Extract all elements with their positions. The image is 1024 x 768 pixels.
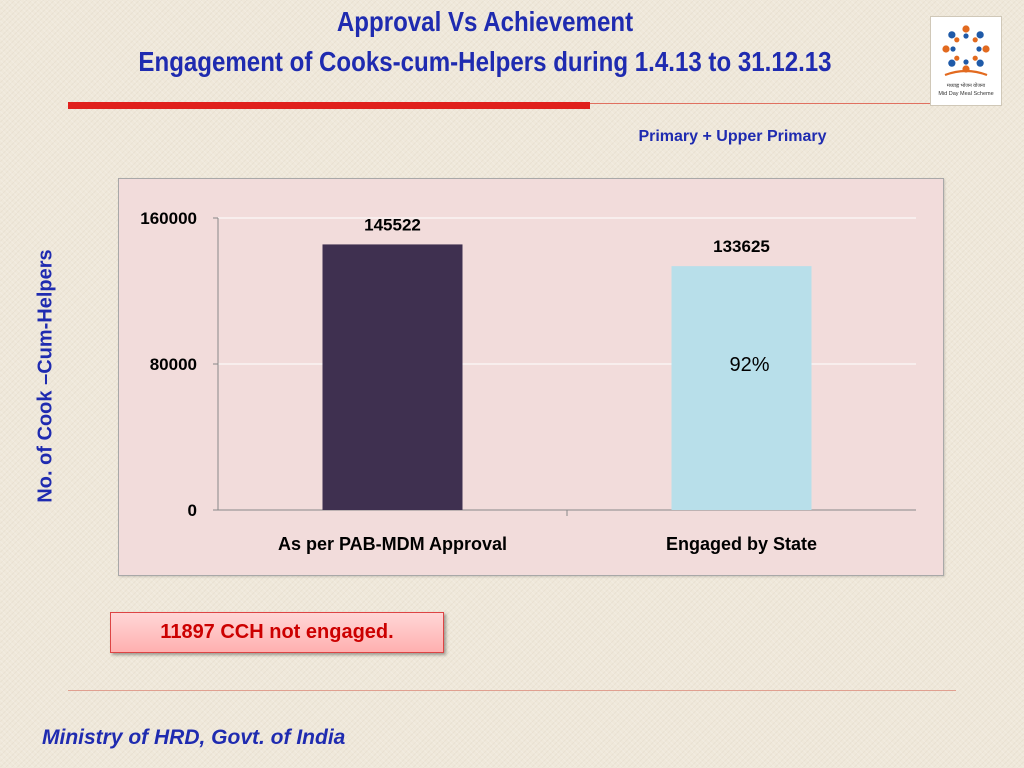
- logo-bowl: [944, 69, 988, 77]
- logo-figure-head: [948, 31, 956, 39]
- y-axis-title-wrap: No. of Cook –Cum-Helpers: [31, 224, 61, 528]
- logo-figure-head: [962, 25, 970, 33]
- logo-figure-body: [954, 37, 960, 43]
- logo-figure-head: [948, 59, 956, 67]
- logo-figure-body: [976, 46, 982, 52]
- footer-text: Ministry of HRD, Govt. of India: [42, 726, 346, 749]
- chart-panel: 0 80000 160000 145522 As per PAB-MDM Approva…: [118, 178, 944, 576]
- x-category-label: Engaged by State: [666, 534, 817, 554]
- bar: [671, 266, 812, 510]
- bar-chart: 0 80000 160000 145522 As per PAB-MDM Approva…: [140, 209, 916, 554]
- y-tick-label: 160000: [140, 209, 197, 228]
- mid-day-meal-logo: मध्याह्न भोजन योजना Mid Day Meal Scheme: [930, 16, 1002, 106]
- title-line-2: Engagement of Cooks-cum-Helpers during 1…: [138, 46, 832, 77]
- bar: [322, 244, 463, 510]
- y-tick-label: 0: [188, 501, 197, 520]
- svg-text:Mid Day Meal Scheme: Mid Day Meal Scheme: [938, 91, 993, 97]
- logo-figure-body: [972, 55, 978, 61]
- logo-figure-head: [976, 59, 984, 67]
- title-line-1: Approval Vs Achievement: [336, 6, 634, 37]
- title-red-rule: [68, 102, 590, 109]
- logo-figure-head: [976, 31, 984, 39]
- footer-rule: [68, 690, 956, 691]
- logo-figure-body: [950, 46, 956, 52]
- y-tick-label: 80000: [150, 355, 197, 374]
- logo-figure-body: [963, 59, 969, 65]
- y-axis-title: No. of Cook –Cum-Helpers: [34, 249, 57, 503]
- logo-figure-head: [982, 45, 990, 53]
- data-label: 133625: [713, 237, 770, 256]
- x-category-label: As per PAB-MDM Approval: [278, 534, 507, 554]
- not-engaged-note: 11897 CCH not engaged.: [110, 612, 444, 653]
- logo-figure-body: [963, 33, 969, 39]
- logo-figure-body: [954, 55, 960, 61]
- title-thin-rule: [590, 103, 930, 104]
- percent-annotation: 92%: [729, 354, 769, 376]
- logo-figure-body: [972, 37, 978, 43]
- mid-day-meal-logo-icon: मध्याह्न भोजन योजना Mid Day Meal Scheme: [938, 25, 994, 97]
- logo-figure-head: [942, 45, 950, 53]
- subtitle: Primary + Upper Primary: [638, 128, 827, 145]
- data-label: 145522: [364, 215, 421, 234]
- svg-text:मध्याह्न भोजन योजना: मध्याह्न भोजन योजना: [947, 82, 986, 89]
